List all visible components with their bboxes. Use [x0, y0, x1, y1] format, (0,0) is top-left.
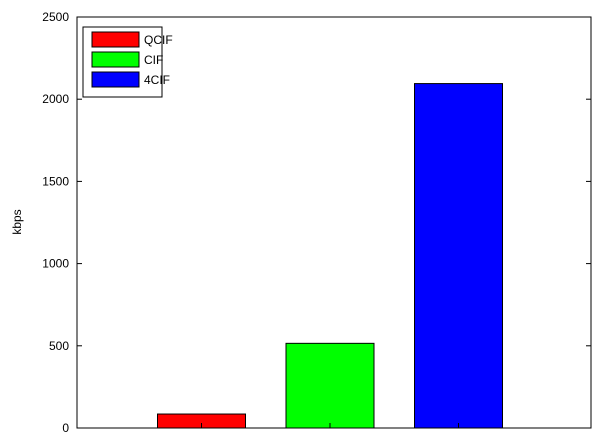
bar-cif — [285, 342, 375, 429]
legend-swatch-qcif — [91, 31, 140, 48]
legend-swatch-cif — [91, 51, 140, 68]
y-tick-label: 500 — [49, 339, 69, 353]
y-tick-label: 1500 — [42, 174, 69, 188]
y-axis: 0 500 1000 1500 2000 2500 — [42, 10, 591, 435]
y-tick-label: 2000 — [42, 92, 69, 106]
legend-label-cif: CIF — [144, 53, 163, 67]
legend-label-4cif: 4CIF — [144, 73, 170, 87]
legend: QCIF CIF 4CIF — [82, 26, 173, 98]
bar-series — [157, 83, 503, 429]
y-axis-label: kbps — [10, 209, 24, 234]
y-tick-label: 1000 — [42, 257, 69, 271]
y-tick-label: 2500 — [42, 10, 69, 24]
y-tick-label: 0 — [62, 421, 69, 435]
legend-label-qcif: QCIF — [144, 33, 173, 47]
bar-4cif — [414, 83, 503, 429]
legend-swatch-4cif — [91, 71, 140, 88]
